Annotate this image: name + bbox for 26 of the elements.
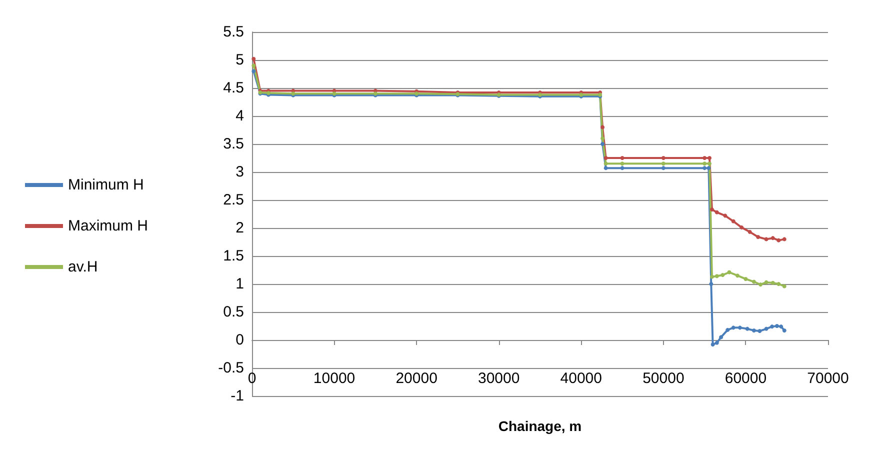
x-tick-label: 30000 <box>478 370 520 387</box>
x-tick-label: 40000 <box>560 370 602 387</box>
legend-label: Maximum H <box>68 218 148 234</box>
y-tick-label: 5.5 <box>223 24 244 40</box>
y-tick-label: -1 <box>230 388 244 404</box>
y-tick-label: 4 <box>236 108 244 124</box>
x-axis-title: Chainage, m <box>498 418 582 434</box>
y-tick-label: 3.5 <box>223 136 244 152</box>
x-tick-label: 10000 <box>313 370 356 387</box>
legend-label: av.H <box>68 258 98 276</box>
y-tick-label: 1.5 <box>223 248 244 264</box>
x-tick-label: 50000 <box>642 370 684 387</box>
y-tick-label: 0 <box>236 332 244 348</box>
y-tick-label: 3 <box>236 164 244 180</box>
y-tick-label: 2 <box>236 220 244 236</box>
y-tick-label: 4.5 <box>223 80 244 96</box>
y-tick-label: 5 <box>236 52 244 68</box>
x-tick-label: 0 <box>248 370 256 387</box>
x-tick-label: 60000 <box>724 370 767 387</box>
y-tick-label: 2.5 <box>223 192 244 208</box>
x-tick-label: 20000 <box>396 370 438 387</box>
y-tick-label: 0.5 <box>223 304 244 320</box>
y-tick-label: -0.5 <box>218 360 244 376</box>
y-tick-label: 1 <box>236 276 244 292</box>
x-tick-label: 70000 <box>807 370 849 387</box>
legend-label: Minimum H <box>68 176 144 194</box>
